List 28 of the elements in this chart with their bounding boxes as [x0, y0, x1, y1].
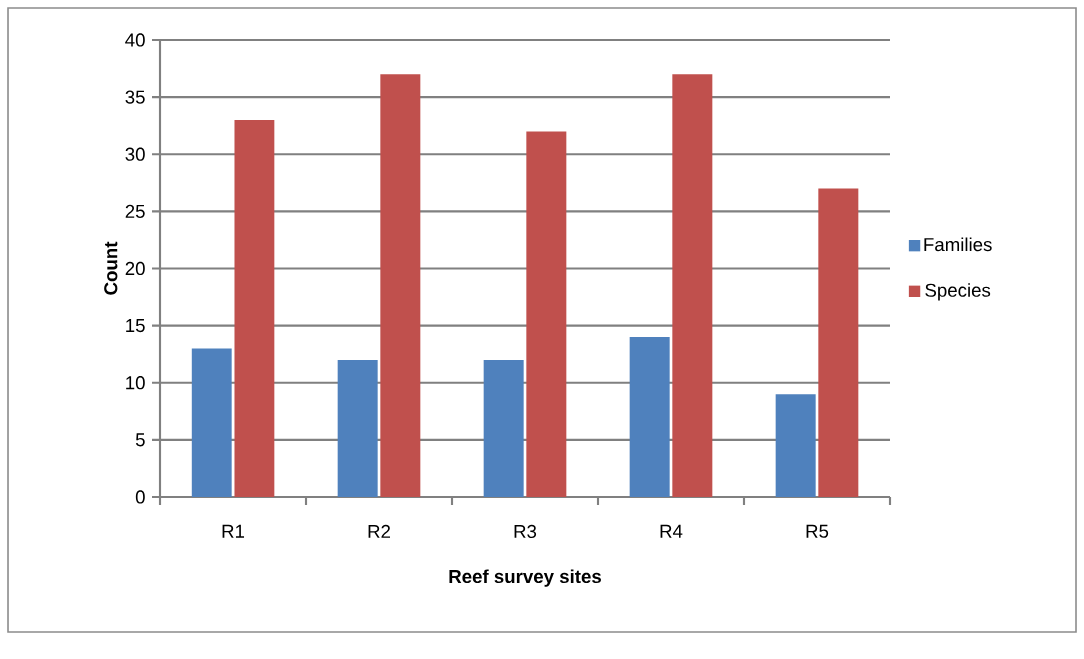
legend-label: Species: [925, 283, 991, 301]
y-tick-label: 0: [135, 490, 145, 504]
y-tick-label: 40: [125, 33, 145, 47]
bar: [483, 359, 524, 497]
y-tick-label: 25: [125, 204, 145, 218]
bar: [818, 188, 859, 497]
bar: [526, 131, 567, 497]
y-tick-label: 5: [135, 433, 145, 447]
x-tick-label: R5: [806, 524, 829, 538]
y-axis-title: Count: [104, 241, 118, 295]
bar: [775, 394, 816, 497]
x-tick-label: R1: [222, 524, 245, 538]
bar: [380, 74, 421, 497]
bar: [191, 348, 232, 497]
bar: [234, 119, 275, 497]
x-tick-label: R4: [660, 524, 683, 538]
x-tick-label: R2: [368, 524, 390, 538]
y-tick-label: 35: [125, 90, 145, 104]
bar: [337, 359, 378, 497]
bar: [672, 74, 713, 497]
y-tick-label: 30: [125, 147, 145, 161]
legend-label: Families: [924, 237, 992, 252]
bar: [629, 337, 670, 497]
x-tick-label: R3: [514, 524, 537, 539]
y-tick-label: 20: [125, 261, 145, 276]
x-axis-title: Reef survey sites: [449, 569, 601, 587]
y-tick-label: 10: [126, 376, 145, 390]
y-tick-label: 15: [126, 319, 145, 333]
